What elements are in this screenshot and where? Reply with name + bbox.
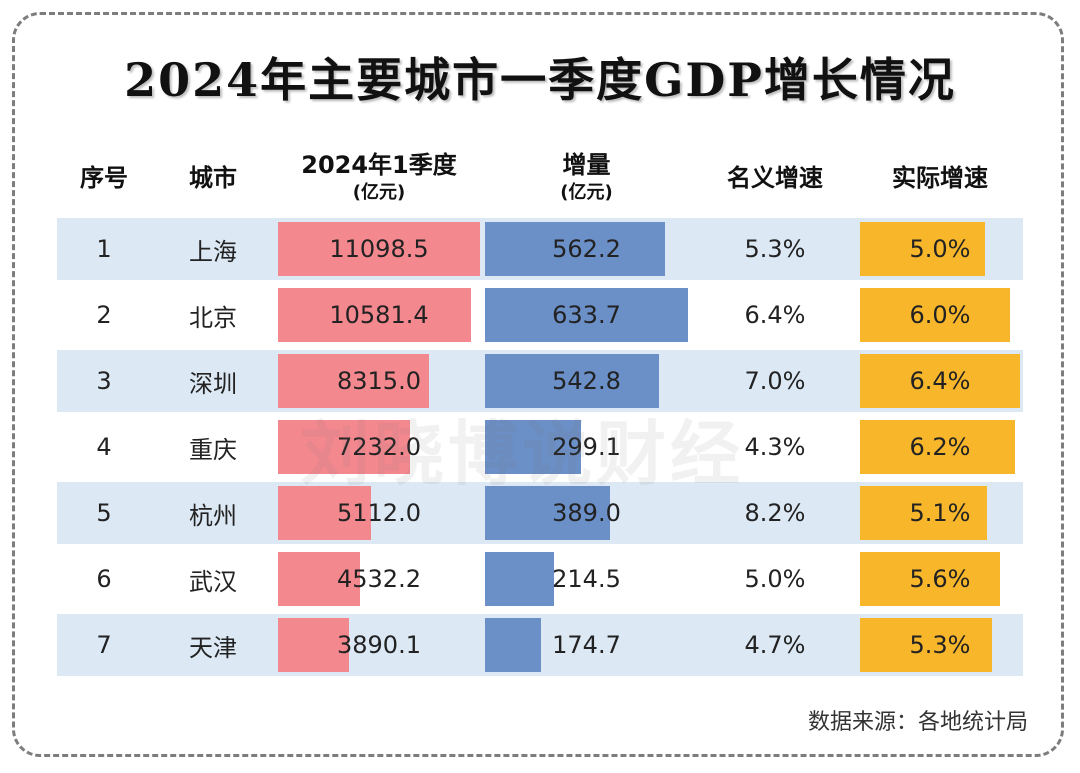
row-nominal-growth: 4.3% bbox=[744, 433, 806, 461]
row-gdp-value: 7232.0 bbox=[337, 433, 421, 461]
increment-bar bbox=[485, 486, 610, 540]
row-gdp-value: 3890.1 bbox=[337, 631, 421, 659]
row-index: 4 bbox=[96, 433, 112, 461]
row-gdp-value: 11098.5 bbox=[329, 235, 429, 263]
increment-bar bbox=[485, 222, 665, 276]
increment-bar bbox=[485, 552, 554, 606]
row-gdp-value: 5112.0 bbox=[337, 499, 421, 527]
row-nominal-growth: 4.7% bbox=[744, 631, 806, 659]
gdp-bar bbox=[278, 552, 360, 606]
data-source: 数据来源：各地统计局 bbox=[807, 710, 1028, 735]
header-nominal-label: 名义增速 bbox=[727, 164, 823, 192]
row-nominal-growth: 5.0% bbox=[744, 565, 806, 593]
row-gdp-value: 4532.2 bbox=[337, 565, 421, 593]
header-index-label: 序号 bbox=[80, 164, 128, 192]
gdp-bar bbox=[278, 222, 480, 276]
row-city: 深圳 bbox=[189, 369, 237, 398]
row-index: 5 bbox=[96, 499, 112, 527]
row-city: 北京 bbox=[189, 303, 237, 332]
header-nominal: 名义增速 bbox=[700, 148, 850, 208]
row-increment-value: 174.7 bbox=[552, 631, 621, 659]
real-growth-bar bbox=[860, 486, 987, 540]
row-real-growth: 6.0% bbox=[909, 301, 971, 329]
row-city: 武汉 bbox=[189, 567, 237, 596]
header-increment-line2: (亿元) bbox=[560, 182, 613, 203]
header-gdp-line1: 2024年1季度 bbox=[301, 151, 457, 179]
row-index: 1 bbox=[96, 235, 112, 263]
row-increment-value: 299.1 bbox=[552, 433, 621, 461]
increment-bar bbox=[485, 288, 688, 342]
row-index: 7 bbox=[96, 631, 112, 659]
row-nominal-growth: 7.0% bbox=[744, 367, 806, 395]
gdp-bar bbox=[278, 486, 371, 540]
increment-bar bbox=[485, 420, 581, 474]
real-growth-bar bbox=[860, 222, 985, 276]
real-growth-bar bbox=[860, 288, 1010, 342]
header-gdp-line2: (亿元) bbox=[352, 182, 406, 203]
header-real: 实际增速 bbox=[860, 148, 1020, 208]
header-real-label: 实际增速 bbox=[892, 164, 988, 192]
row-nominal-growth: 8.2% bbox=[744, 499, 806, 527]
real-growth-bar bbox=[860, 420, 1015, 474]
real-growth-bar bbox=[860, 552, 1000, 606]
row-increment-value: 214.5 bbox=[552, 565, 621, 593]
row-real-growth: 6.2% bbox=[909, 433, 971, 461]
header-gdp: 2024年1季度 (亿元) bbox=[278, 148, 480, 208]
header-increment: 增量 (亿元) bbox=[485, 148, 688, 208]
row-real-growth: 5.0% bbox=[909, 235, 971, 263]
gdp-bar bbox=[278, 618, 349, 672]
header-city: 城市 bbox=[163, 148, 263, 208]
row-index: 6 bbox=[96, 565, 112, 593]
gdp-bar bbox=[278, 288, 471, 342]
row-city: 天津 bbox=[189, 633, 237, 662]
row-index: 3 bbox=[96, 367, 112, 395]
row-real-growth: 5.1% bbox=[909, 499, 971, 527]
row-increment-value: 389.0 bbox=[552, 499, 621, 527]
increment-bar bbox=[485, 354, 659, 408]
row-increment-value: 562.2 bbox=[552, 235, 621, 263]
gdp-bar bbox=[278, 420, 410, 474]
header-index: 序号 bbox=[57, 148, 151, 208]
row-gdp-value: 10581.4 bbox=[329, 301, 429, 329]
header-increment-line1: 增量 bbox=[562, 151, 611, 179]
row-nominal-growth: 5.3% bbox=[744, 235, 806, 263]
row-real-growth: 5.3% bbox=[909, 631, 971, 659]
real-growth-bar bbox=[860, 618, 992, 672]
real-growth-bar bbox=[860, 354, 1020, 408]
row-city: 重庆 bbox=[189, 435, 237, 464]
chart-title: 2024年主要城市一季度GDP增长情况 bbox=[124, 53, 956, 107]
increment-bar bbox=[485, 618, 541, 672]
row-nominal-growth: 6.4% bbox=[744, 301, 806, 329]
row-gdp-value: 8315.0 bbox=[337, 367, 421, 395]
dashed-frame bbox=[12, 12, 1064, 757]
row-real-growth: 6.4% bbox=[909, 367, 971, 395]
row-increment-value: 542.8 bbox=[552, 367, 621, 395]
row-increment-value: 633.7 bbox=[552, 301, 621, 329]
row-index: 2 bbox=[96, 301, 112, 329]
gdp-bar bbox=[278, 354, 429, 408]
row-real-growth: 5.6% bbox=[909, 565, 971, 593]
row-city: 上海 bbox=[189, 237, 237, 266]
header-city-label: 城市 bbox=[189, 164, 237, 192]
row-city: 杭州 bbox=[189, 501, 237, 530]
